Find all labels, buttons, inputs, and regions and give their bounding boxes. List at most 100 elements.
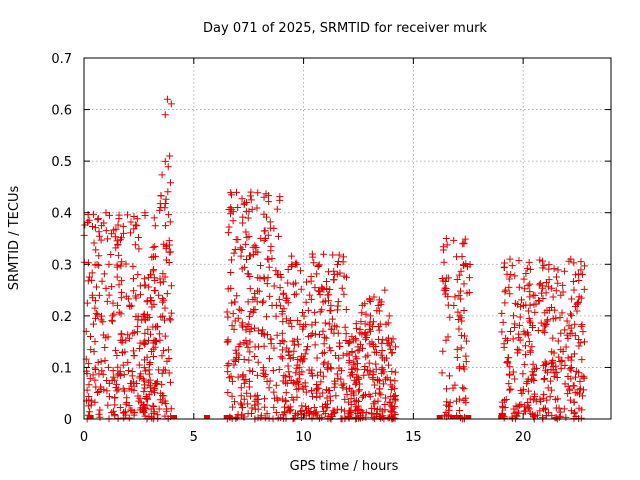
data-point (224, 336, 232, 344)
data-point (97, 236, 105, 244)
data-point (515, 409, 523, 417)
data-point (529, 324, 537, 332)
data-point (166, 179, 174, 187)
data-point (86, 375, 94, 383)
data-point (106, 211, 114, 219)
data-point (307, 277, 315, 285)
data-point (140, 364, 148, 372)
data-point (298, 407, 306, 415)
data-point (383, 336, 391, 344)
data-point (544, 384, 552, 392)
data-point (369, 414, 377, 422)
data-point (301, 379, 309, 387)
data-point (567, 324, 575, 332)
data-point (532, 300, 540, 308)
data-point (136, 282, 144, 290)
data-point (290, 291, 298, 299)
data-point (503, 270, 511, 278)
data-point (230, 249, 238, 257)
data-point (558, 357, 566, 365)
data-point (337, 375, 345, 383)
data-point (540, 376, 548, 384)
data-point (259, 299, 267, 307)
data-point (259, 326, 267, 334)
data-point (145, 378, 153, 386)
data-point (243, 255, 251, 263)
data-point (244, 298, 252, 306)
data-point (522, 270, 530, 278)
data-point (231, 245, 239, 253)
data-point (140, 408, 148, 416)
data-point (282, 389, 290, 397)
data-point (237, 384, 245, 392)
data-point (91, 304, 99, 312)
data-point (529, 291, 537, 299)
data-point (130, 347, 138, 355)
data-point (450, 236, 458, 244)
data-point (289, 280, 297, 288)
data-point (263, 313, 271, 321)
data-point (267, 340, 275, 348)
data-point (375, 296, 383, 304)
data-point (165, 211, 173, 219)
zero-marker (436, 415, 443, 419)
data-point (227, 191, 235, 199)
data-point (509, 368, 517, 376)
data-point (570, 398, 578, 406)
data-point (223, 362, 231, 370)
data-point (245, 233, 253, 241)
data-point (575, 270, 583, 278)
data-point (151, 242, 159, 250)
data-point (111, 233, 119, 241)
data-point (136, 394, 144, 402)
data-point (114, 301, 122, 309)
data-point (167, 248, 175, 256)
data-point (364, 366, 372, 374)
data-point (354, 410, 362, 418)
data-point (386, 399, 394, 407)
data-point (578, 356, 586, 364)
data-point (372, 349, 380, 357)
data-point (321, 319, 329, 327)
data-point (391, 392, 399, 400)
data-point (319, 360, 327, 368)
data-point (160, 347, 168, 355)
data-point (159, 270, 167, 278)
data-point (141, 281, 149, 289)
data-point (330, 267, 338, 275)
data-point (91, 224, 99, 232)
data-point (579, 392, 587, 400)
data-point (234, 204, 242, 212)
data-point (385, 361, 393, 369)
data-point (165, 259, 173, 267)
data-point (109, 312, 117, 320)
data-point (145, 366, 153, 374)
data-point (527, 376, 535, 384)
data-point (439, 347, 447, 355)
data-point (553, 374, 561, 382)
data-point (442, 235, 450, 242)
data-point (330, 407, 338, 415)
data-point (129, 275, 137, 283)
data-point (548, 348, 556, 356)
data-point (100, 219, 108, 227)
data-point (355, 386, 363, 394)
data-point (278, 329, 286, 337)
data-point (440, 286, 448, 294)
data-point (123, 394, 131, 402)
data-point (547, 366, 555, 374)
y-tick-label: 0.5 (51, 155, 72, 170)
data-point (572, 271, 580, 279)
data-point (445, 372, 453, 380)
data-point (282, 294, 290, 302)
data-point (372, 389, 380, 397)
data-point (161, 316, 169, 324)
data-point (318, 283, 326, 291)
data-point (446, 313, 454, 321)
data-point (141, 384, 149, 392)
data-point (563, 331, 571, 339)
data-point (159, 312, 167, 320)
data-point (335, 251, 343, 259)
data-point (244, 400, 252, 408)
data-point (521, 342, 529, 350)
